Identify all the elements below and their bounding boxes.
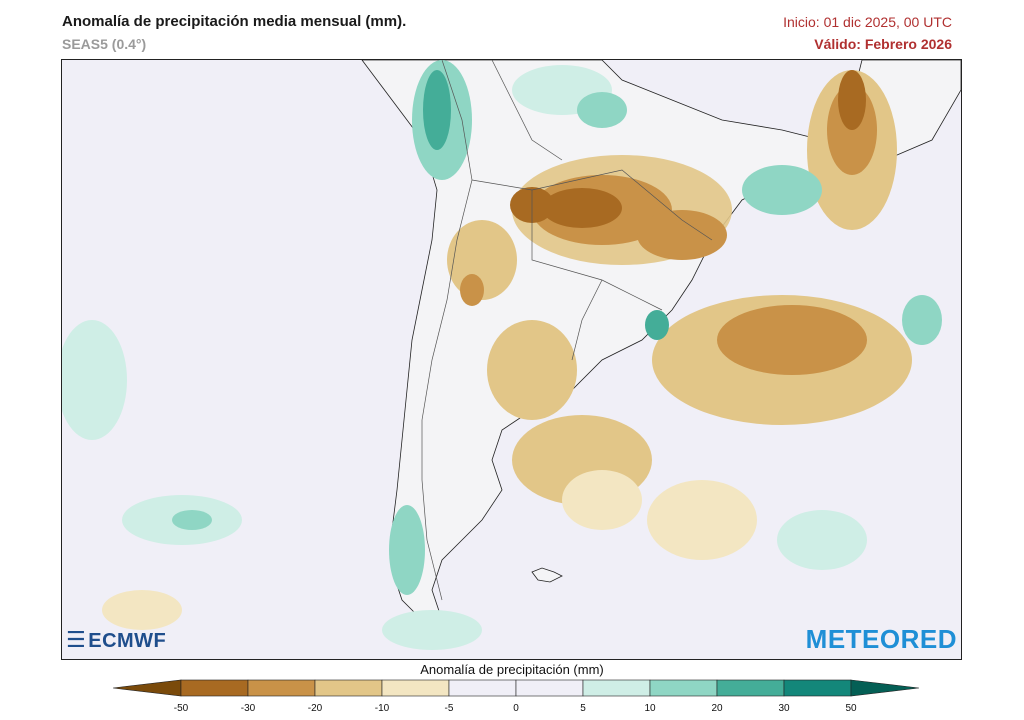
colorbar-tick-label: 30 <box>778 703 790 714</box>
map-area[interactable]: ☰ ECMWF METEORED <box>61 59 962 660</box>
falkland-islands <box>531 567 563 583</box>
init-date: Inicio: 01 dic 2025, 00 UTC <box>783 14 952 30</box>
ecmwf-logo-mark-icon: ☰ <box>66 627 87 652</box>
colorbar-tick-label: 50 <box>845 703 857 714</box>
colorbar-segment <box>247 679 316 697</box>
colorbar-segment <box>448 679 517 697</box>
colorbar-arrow-high <box>850 679 920 697</box>
colorbar-segment <box>582 679 651 697</box>
colorbar-segment <box>180 679 249 697</box>
colorbar-tick-label: 5 <box>580 703 586 714</box>
colorbar-tick-label: -30 <box>240 703 256 714</box>
colorbar-tick-label: -10 <box>374 703 390 714</box>
colorbar-segment <box>381 679 450 697</box>
country-borders <box>421 60 713 601</box>
colorbar-tick-label: 20 <box>711 703 723 714</box>
model-subtitle: SEAS5 (0.4°) <box>62 36 147 52</box>
ecmwf-logo-text: ECMWF <box>88 630 167 652</box>
colorbar-tick-label: 0 <box>513 703 519 714</box>
ecmwf-logo: ☰ ECMWF <box>66 627 166 653</box>
map-title: Anomalía de precipitación media mensual … <box>62 13 407 30</box>
colorbar <box>113 679 920 697</box>
colorbar-tick-label: -5 <box>444 703 454 714</box>
colorbar-segment <box>649 679 718 697</box>
colorbar-segment <box>314 679 383 697</box>
colorbar-arrow-low <box>113 679 182 697</box>
dry-anomaly-patches <box>102 70 912 630</box>
colorbar-tick-label: 10 <box>644 703 656 714</box>
anomaly-map <box>62 60 961 659</box>
colorbar-segment <box>783 679 852 697</box>
colorbar-tick-label: -50 <box>173 703 189 714</box>
colorbar-segment <box>515 679 584 697</box>
legend-title: Anomalía de precipitación (mm) <box>420 662 604 677</box>
colorbar-segment <box>716 679 785 697</box>
colorbar-tick-label: -20 <box>307 703 323 714</box>
meteored-logo: METEORED <box>805 624 957 654</box>
valid-date: Válido: Febrero 2026 <box>814 36 952 52</box>
wet-anomaly-patches <box>62 60 942 650</box>
